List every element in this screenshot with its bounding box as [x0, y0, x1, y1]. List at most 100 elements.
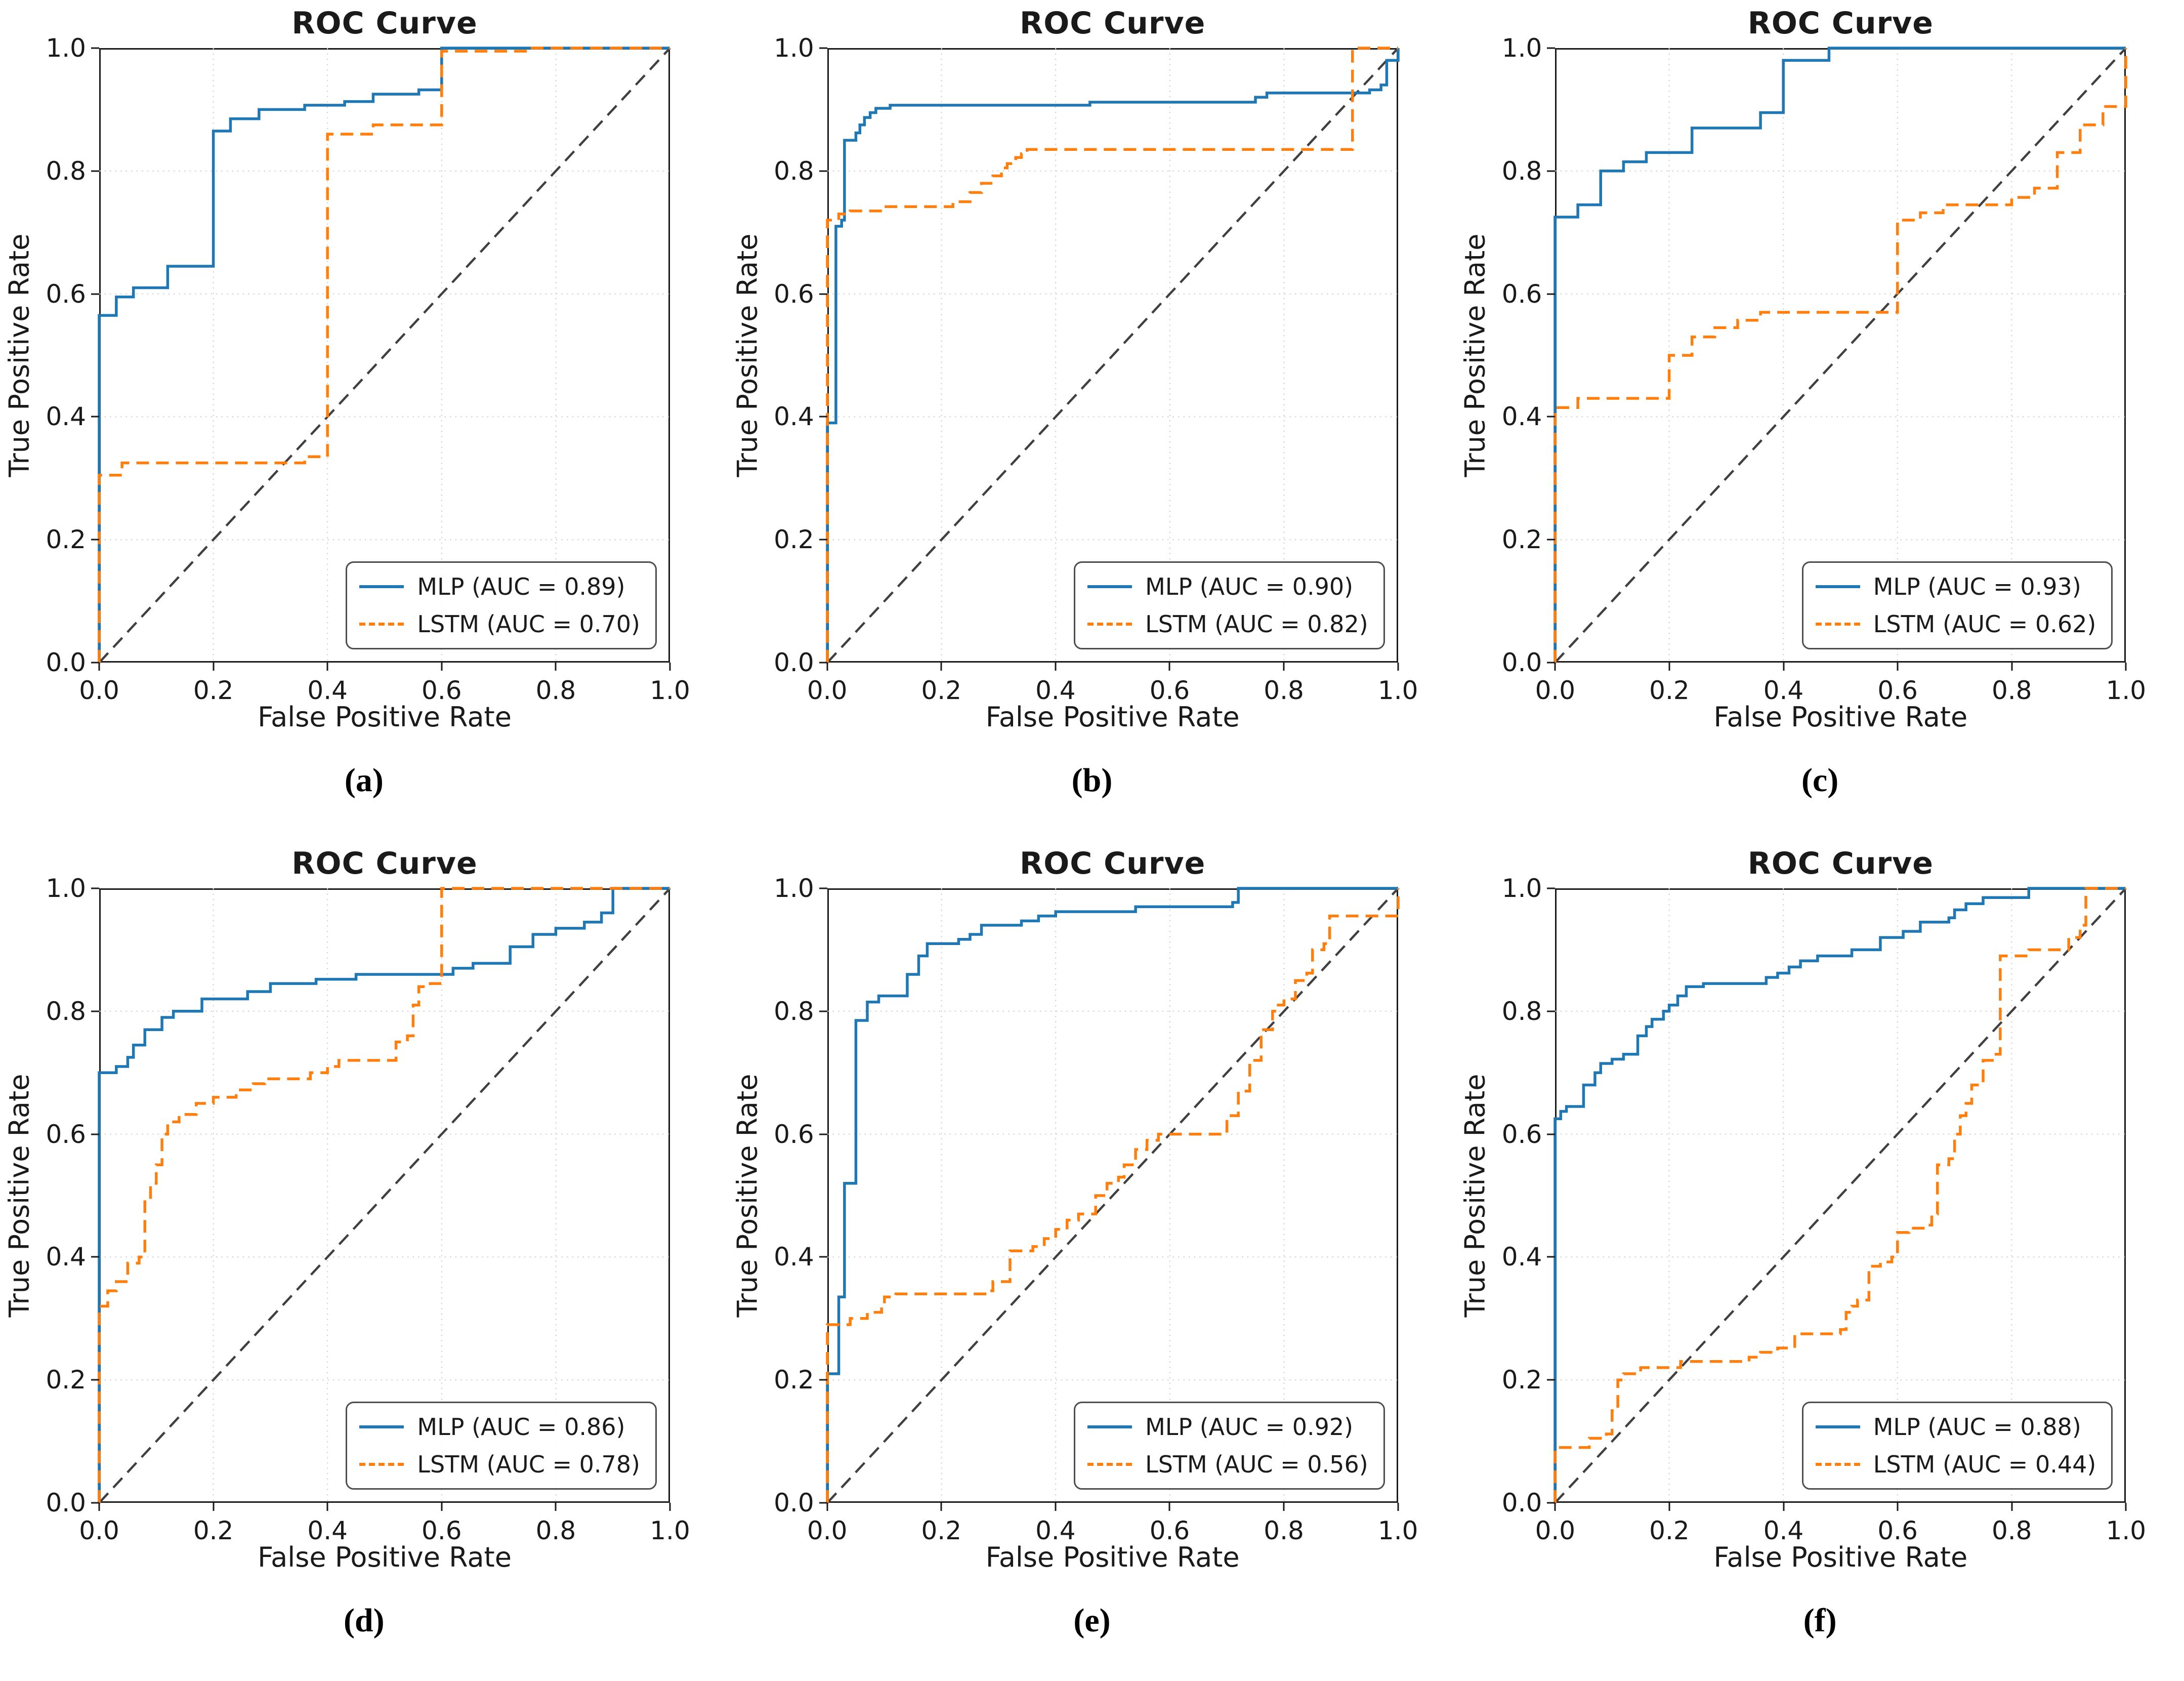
- y-tick-label: 0.4: [774, 1242, 814, 1272]
- legend-entry-mlp: MLP (AUC = 0.92): [1087, 1413, 1368, 1441]
- roc-subplot-f: ROC Curve True Positive Rate False Posit…: [1456, 840, 2184, 1681]
- x-tick-mark: [1897, 1503, 1899, 1511]
- y-tick-label: 0.2: [774, 1365, 814, 1395]
- mlp-roc-curve: [1555, 48, 2126, 663]
- legend-label-lstm: LSTM (AUC = 0.70): [417, 610, 640, 638]
- plot-wrap: ROC Curve True Positive Rate False Posit…: [731, 6, 1418, 733]
- chart-area: ROC Curve True Positive Rate False Posit…: [0, 0, 728, 735]
- legend-label-lstm: LSTM (AUC = 0.82): [1145, 610, 1368, 638]
- x-tick-label: 0.8: [535, 676, 576, 705]
- x-tick-label: 0.4: [1763, 676, 1804, 705]
- x-tick-mark: [940, 1503, 942, 1511]
- y-tick-label: 0.4: [1501, 1242, 1542, 1272]
- y-axis-label: True Positive Rate: [3, 233, 35, 477]
- lstm-line-sample-icon: [1815, 1463, 1860, 1466]
- x-tick-label: 0.8: [1264, 676, 1304, 705]
- x-tick-label: 1.0: [1377, 1516, 1418, 1545]
- y-tick-mark: [1547, 1256, 1556, 1258]
- roc-plot-svg: [1555, 888, 2126, 1503]
- x-tick-mark: [826, 1503, 828, 1511]
- lstm-line-sample-icon: [359, 1463, 404, 1466]
- y-tick-mark: [1547, 1010, 1556, 1012]
- y-tick-mark: [819, 662, 827, 664]
- legend-entry-lstm: LSTM (AUC = 0.62): [1815, 610, 2096, 638]
- chart-area: ROC Curve True Positive Rate False Posit…: [0, 840, 728, 1575]
- legend-entry-lstm: LSTM (AUC = 0.70): [359, 610, 640, 638]
- x-tick-label: 0.6: [1877, 1516, 1918, 1545]
- lstm-roc-curve: [1555, 888, 2126, 1503]
- y-tick-mark: [819, 1133, 827, 1135]
- x-tick-mark: [826, 663, 828, 671]
- x-tick-mark: [2125, 1503, 2127, 1511]
- x-tick-label: 1.0: [2106, 676, 2147, 705]
- y-tick-label: 1.0: [774, 33, 814, 63]
- y-tick-mark: [91, 416, 99, 418]
- x-tick-mark: [1168, 1503, 1170, 1511]
- x-tick-mark: [940, 663, 942, 671]
- mlp-line-sample-icon: [1087, 585, 1132, 588]
- x-tick-label: 0.4: [1763, 1516, 1804, 1545]
- y-tick-mark: [819, 887, 827, 889]
- y-tick-label: 0.4: [1501, 402, 1542, 432]
- y-tick-mark: [91, 1133, 99, 1135]
- y-tick-mark: [819, 47, 827, 49]
- y-tick-mark: [1547, 47, 1556, 49]
- legend-box: MLP (AUC = 0.89) LSTM (AUC = 0.70): [346, 561, 657, 649]
- y-axis-label: True Positive Rate: [1459, 233, 1491, 477]
- x-tick-label: 0.2: [193, 676, 234, 705]
- x-tick-mark: [2011, 1503, 2013, 1511]
- legend-box: MLP (AUC = 0.90) LSTM (AUC = 0.82): [1074, 561, 1385, 649]
- mlp-roc-curve: [827, 48, 1398, 663]
- x-tick-mark: [1668, 663, 1670, 671]
- y-tick-mark: [91, 1256, 99, 1258]
- roc-subplot-e: ROC Curve True Positive Rate False Posit…: [728, 840, 1456, 1681]
- y-tick-label: 0.2: [46, 1365, 86, 1395]
- chart-title: ROC Curve: [291, 846, 478, 881]
- x-tick-label: 0.0: [807, 676, 848, 705]
- y-tick-mark: [819, 1379, 827, 1381]
- x-tick-mark: [1055, 1503, 1057, 1511]
- y-tick-mark: [91, 1010, 99, 1012]
- legend-label-lstm: LSTM (AUC = 0.56): [1145, 1451, 1368, 1478]
- x-tick-label: 0.2: [1649, 676, 1690, 705]
- x-tick-label: 1.0: [1377, 676, 1418, 705]
- legend-label-mlp: MLP (AUC = 0.92): [1145, 1413, 1354, 1441]
- x-tick-label: 0.6: [422, 1516, 462, 1545]
- y-tick-mark: [1547, 416, 1556, 418]
- legend-label-mlp: MLP (AUC = 0.88): [1873, 1413, 2081, 1441]
- x-tick-mark: [1783, 663, 1785, 671]
- x-tick-label: 0.8: [535, 1516, 576, 1545]
- x-tick-mark: [1897, 663, 1899, 671]
- mlp-line-sample-icon: [1815, 585, 1860, 588]
- legend-box: MLP (AUC = 0.88) LSTM (AUC = 0.44): [1801, 1402, 2113, 1490]
- y-tick-label: 1.0: [46, 33, 86, 63]
- x-tick-label: 0.2: [921, 676, 962, 705]
- x-tick-mark: [555, 663, 557, 671]
- roc-plot-svg: [99, 888, 670, 1503]
- y-tick-mark: [819, 416, 827, 418]
- legend-box: MLP (AUC = 0.86) LSTM (AUC = 0.78): [346, 1402, 657, 1490]
- x-tick-label: 0.8: [1991, 676, 2032, 705]
- subplot-caption: (e): [1073, 1602, 1111, 1639]
- subplot-caption: (c): [1801, 762, 1839, 799]
- y-tick-mark: [819, 1256, 827, 1258]
- lstm-roc-curve: [99, 48, 670, 663]
- y-tick-label: 1.0: [1501, 33, 1542, 63]
- lstm-roc-curve: [99, 888, 670, 1503]
- subplot-caption: (a): [344, 762, 384, 799]
- legend-entry-mlp: MLP (AUC = 0.88): [1815, 1413, 2096, 1441]
- y-tick-label: 0.0: [774, 1488, 814, 1518]
- y-tick-mark: [91, 887, 99, 889]
- x-axis-label: False Positive Rate: [985, 701, 1240, 733]
- y-tick-mark: [91, 1379, 99, 1381]
- x-tick-mark: [2125, 663, 2127, 671]
- y-tick-label: 0.6: [46, 279, 86, 309]
- x-tick-mark: [1283, 663, 1285, 671]
- y-tick-mark: [91, 1502, 99, 1504]
- legend-label-mlp: MLP (AUC = 0.90): [1145, 573, 1354, 600]
- x-axis-label: False Positive Rate: [985, 1541, 1240, 1573]
- diagonal-chance-line: [1555, 48, 2126, 663]
- y-tick-label: 0.2: [774, 525, 814, 555]
- y-tick-mark: [1547, 170, 1556, 172]
- x-tick-label: 0.0: [807, 1516, 848, 1545]
